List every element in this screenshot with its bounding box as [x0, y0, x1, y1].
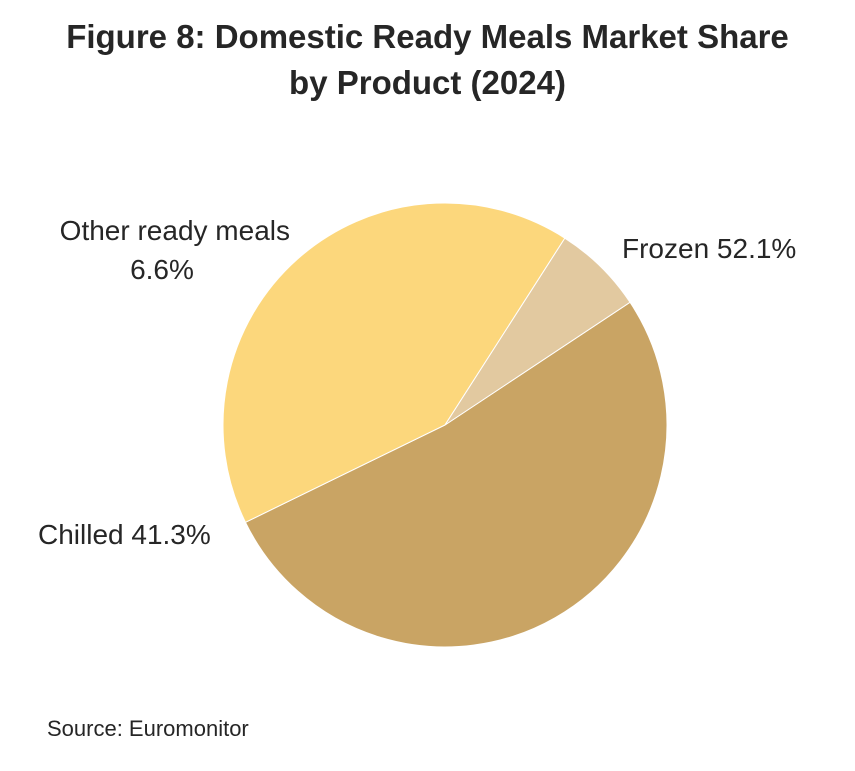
slice-label-chilled: Chilled 41.3%: [38, 519, 211, 550]
slice-label-frozen: Frozen 52.1%: [622, 233, 796, 264]
chart-title-line-2: by Product (2024): [289, 64, 566, 101]
slice-label-other-name: Other ready meals: [60, 215, 290, 246]
source-note: Source: Euromonitor: [47, 716, 249, 741]
pie-slice-frozen: [244, 301, 668, 648]
pie-slice-other-ready-meals: [444, 237, 631, 426]
slice-label-other-value: 6.6%: [130, 254, 194, 285]
chart-title-line-1: Figure 8: Domestic Ready Meals Market Sh…: [66, 18, 789, 55]
pie-slice-chilled: [222, 202, 566, 523]
pie-slices: [222, 202, 668, 648]
chart-title: Figure 8: Domestic Ready Meals Market Sh…: [0, 14, 855, 106]
